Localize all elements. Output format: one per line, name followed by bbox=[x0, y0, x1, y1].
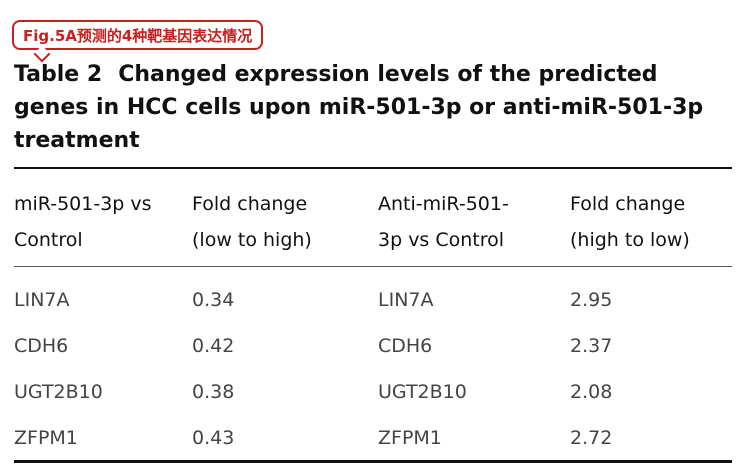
cell-fold-change: 0.43 bbox=[192, 427, 235, 449]
header-fold-change-high-low: Fold change (high to low) bbox=[570, 186, 690, 258]
cell-fold-change: 0.42 bbox=[192, 335, 235, 357]
cell-gene: UGT2B10 bbox=[14, 381, 103, 403]
cell-gene: UGT2B10 bbox=[378, 381, 467, 403]
header-line: Anti-miR-501- bbox=[378, 193, 509, 215]
header-line: Fold change bbox=[570, 193, 686, 215]
cell-gene: ZFPM1 bbox=[378, 427, 442, 449]
header-fold-change-low-high: Fold change (low to high) bbox=[192, 186, 312, 258]
header-line: (high to low) bbox=[570, 229, 690, 251]
table-header-rule bbox=[14, 266, 732, 267]
header-line: Control bbox=[14, 229, 83, 251]
table-bottom-rule bbox=[14, 460, 732, 463]
annotation-text: Fig.5A预测的4种靶基因表达情况 bbox=[23, 26, 253, 45]
cell-gene: CDH6 bbox=[14, 335, 69, 357]
header-line: miR-501-3p vs bbox=[14, 193, 152, 215]
table-top-rule bbox=[14, 167, 732, 169]
header-mir-vs-control: miR-501-3p vs Control bbox=[14, 186, 152, 258]
cell-fold-change: 0.38 bbox=[192, 381, 235, 403]
header-line: 3p vs Control bbox=[378, 229, 505, 251]
cell-fold-change: 0.34 bbox=[192, 289, 235, 311]
cell-gene: CDH6 bbox=[378, 335, 433, 357]
table-label: Table 2 bbox=[14, 62, 103, 87]
cell-fold-change: 2.08 bbox=[570, 381, 613, 403]
cell-fold-change: 2.37 bbox=[570, 335, 613, 357]
header-anti-mir-vs-control: Anti-miR-501- 3p vs Control bbox=[378, 186, 509, 258]
cell-fold-change: 2.72 bbox=[570, 427, 613, 449]
table-title: Changed expression levels of the predict… bbox=[14, 62, 704, 153]
annotation-callout: Fig.5A预测的4种靶基因表达情况 bbox=[12, 20, 264, 63]
cell-gene: LIN7A bbox=[378, 289, 434, 311]
cell-fold-change: 2.95 bbox=[570, 289, 613, 311]
cell-gene: ZFPM1 bbox=[14, 427, 78, 449]
header-line: Fold change bbox=[192, 193, 308, 215]
cell-gene: LIN7A bbox=[14, 289, 70, 311]
table-caption: Table 2 Changed expression levels of the … bbox=[14, 58, 734, 157]
header-line: (low to high) bbox=[192, 229, 312, 251]
